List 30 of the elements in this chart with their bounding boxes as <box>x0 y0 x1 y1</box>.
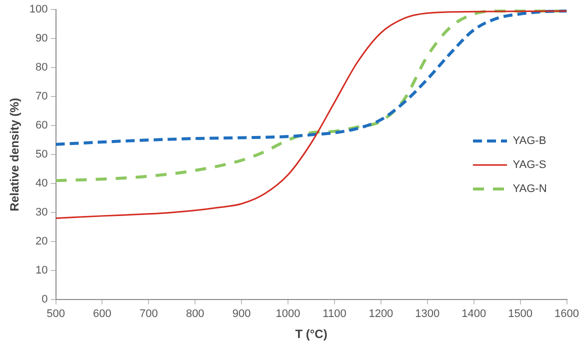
y-tick-label: 60 <box>36 120 48 132</box>
y-tick-label: 80 <box>36 62 48 74</box>
x-tick-label: 1500 <box>508 308 533 320</box>
y-axis-title: Relative density (%) <box>8 98 22 212</box>
y-tick-label: 50 <box>36 148 48 161</box>
x-tick-label: 1000 <box>276 308 300 320</box>
y-tick-label: 10 <box>36 264 48 276</box>
x-tick-label: 1600 <box>554 308 580 320</box>
y-tick-label: 40 <box>36 178 48 190</box>
x-tick-label: 1100 <box>322 308 346 320</box>
line-series <box>56 10 567 220</box>
x-tick-label: 1200 <box>368 308 394 320</box>
x-tick-label: 800 <box>186 308 204 320</box>
x-axis-title: T (°C) <box>295 327 328 342</box>
x-tick-label: 500 <box>46 308 65 320</box>
legend-label: YAG-S <box>512 158 546 170</box>
y-tick-label: 20 <box>36 235 48 248</box>
x-tick-label: 600 <box>93 308 112 320</box>
y-tick-label: 100 <box>29 4 48 16</box>
y-tick-label: 30 <box>36 206 48 218</box>
legend-label: YAG-B <box>512 134 546 146</box>
y-tick-label: 0 <box>42 293 48 306</box>
y-tick-label: 90 <box>36 32 48 45</box>
line-series <box>56 10 567 146</box>
x-tick-label: 700 <box>139 308 158 320</box>
x-tick-label: 900 <box>232 308 251 320</box>
x-tick-label: 1400 <box>462 308 486 320</box>
legend-label: YAG-N <box>512 182 547 194</box>
x-tick-label: 1300 <box>415 308 440 320</box>
y-tick-label: 70 <box>36 90 48 103</box>
